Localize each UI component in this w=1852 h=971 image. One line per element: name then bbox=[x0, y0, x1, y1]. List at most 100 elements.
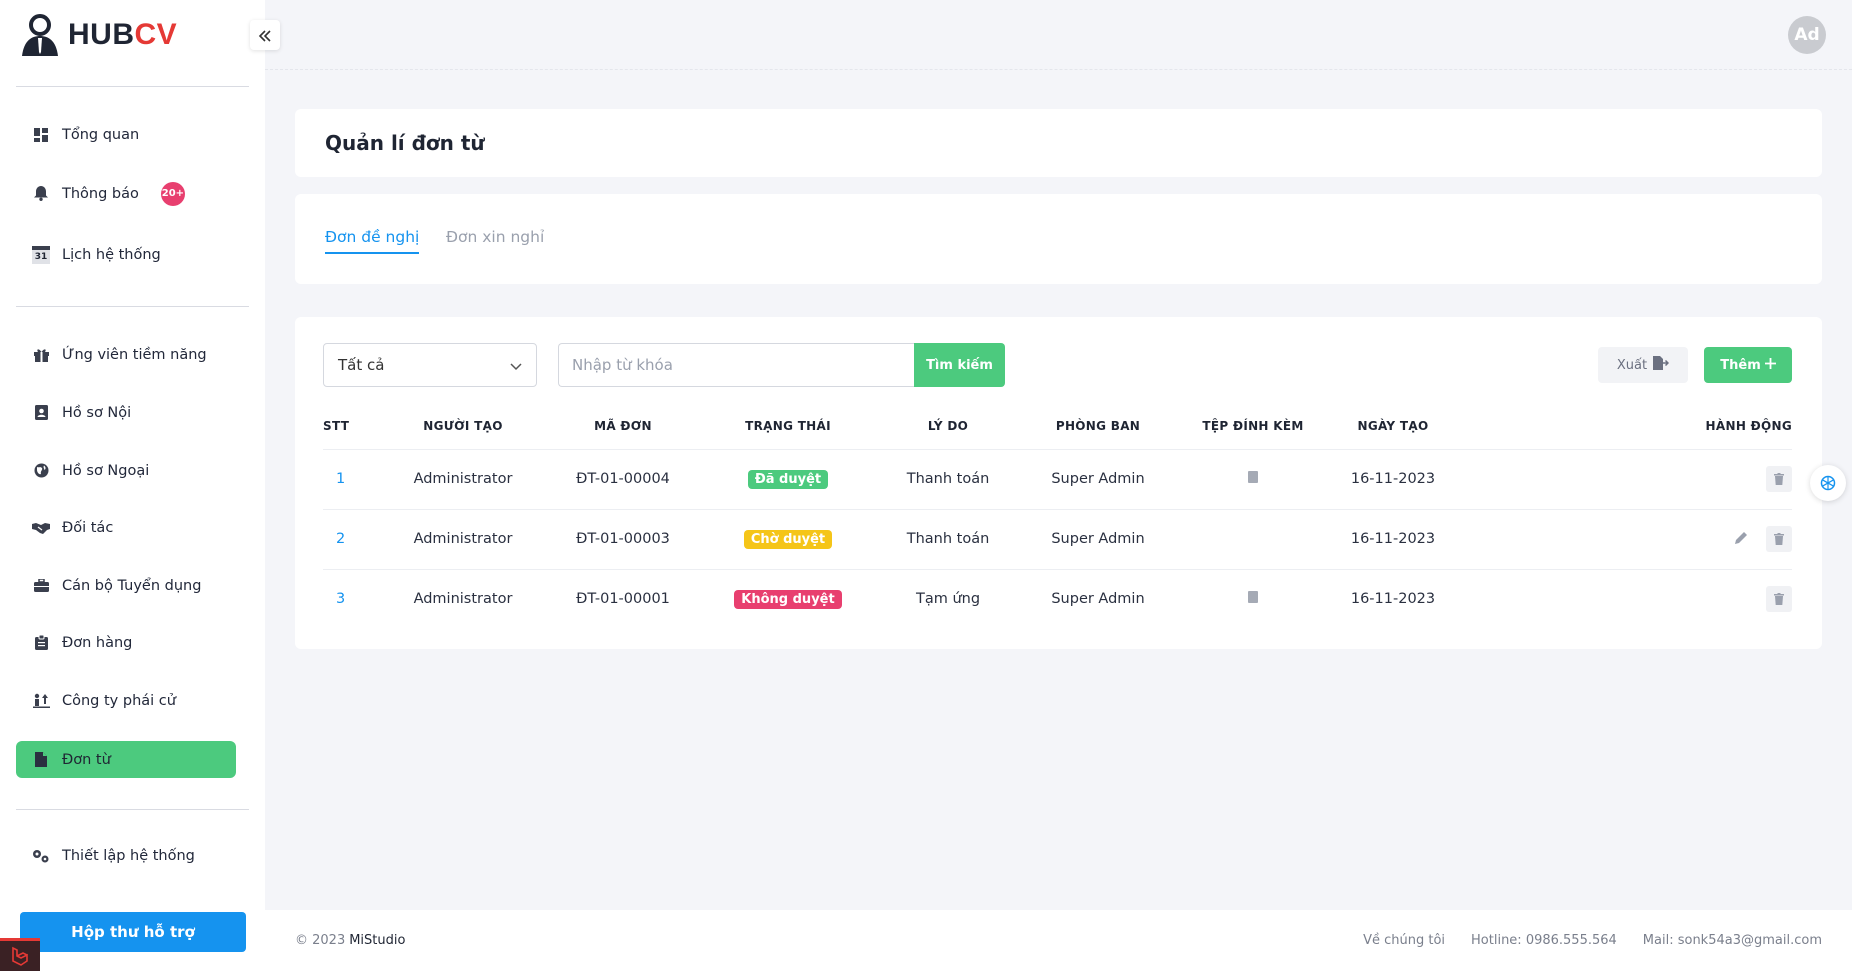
row-department: Super Admin bbox=[1023, 509, 1173, 570]
delete-button[interactable] bbox=[1766, 586, 1792, 613]
file-icon[interactable] bbox=[1248, 471, 1258, 483]
row-actions-cell bbox=[1453, 509, 1792, 570]
collapse-sidebar-button[interactable] bbox=[250, 20, 280, 50]
trash-icon bbox=[1774, 593, 1784, 606]
row-department: Super Admin bbox=[1023, 449, 1173, 510]
status-badge-approved: Đã duyệt bbox=[747, 469, 829, 489]
dashboard-icon bbox=[32, 126, 50, 144]
globe-icon bbox=[32, 462, 50, 480]
status-filter-value: Tất cả bbox=[338, 356, 385, 374]
search-input[interactable] bbox=[558, 343, 914, 387]
sidebar-item-settings[interactable]: Thiết lập hệ thống bbox=[16, 837, 236, 874]
edit-button[interactable] bbox=[1735, 531, 1748, 548]
sidebar-item-potential-candidates[interactable]: Ứng viên tiềm năng bbox=[16, 336, 236, 373]
row-status-cell: Không duyệt bbox=[703, 569, 873, 629]
sidebar-item-internal-profiles[interactable]: Hồ sơ Nội bbox=[16, 394, 236, 431]
support-inbox-button[interactable]: Hộp thư hỗ trợ bbox=[20, 912, 246, 952]
delete-button[interactable] bbox=[1766, 466, 1792, 492]
row-date: 16-11-2023 bbox=[1350, 591, 1436, 608]
table-row: 1 Administrator ĐT-01-00004 Đã duyệt Tha… bbox=[323, 449, 1792, 510]
sidebar: HUBCV Tổng quan Thông báo 20+ 31 Lịch hệ… bbox=[0, 0, 265, 971]
add-button-label: Thêm bbox=[1720, 357, 1761, 373]
avatar[interactable]: Ad bbox=[1788, 16, 1826, 54]
top-header: Ad bbox=[265, 0, 1852, 70]
copyright-text: © 2023 bbox=[295, 933, 346, 948]
status-badge-rejected: Không duyệt bbox=[734, 589, 842, 609]
column-header-department: PHÒNG BAN bbox=[1023, 403, 1173, 450]
sidebar-item-label: Hồ sơ Nội bbox=[62, 404, 132, 421]
about-link[interactable]: Về chúng tôi bbox=[1363, 933, 1446, 948]
row-creator: Administrator bbox=[383, 449, 543, 510]
row-creator: Administrator bbox=[383, 509, 543, 570]
sidebar-divider bbox=[16, 86, 249, 87]
sidebar-item-label: Thông báo bbox=[62, 185, 139, 202]
footer-links: Về chúng tôi Hotline: 0986.555.564 Mail:… bbox=[1363, 933, 1822, 948]
pencil-icon bbox=[1735, 531, 1747, 544]
plus-icon bbox=[1764, 357, 1776, 373]
sidebar-item-notifications[interactable]: Thông báo 20+ bbox=[16, 175, 236, 212]
add-button[interactable]: Thêm bbox=[1704, 347, 1792, 383]
export-button[interactable]: Xuất bbox=[1598, 347, 1688, 383]
double-chevron-left-icon bbox=[258, 23, 272, 48]
user-logo-icon bbox=[22, 14, 58, 56]
company-name: MiStudio bbox=[349, 933, 406, 948]
row-date: 16-11-2023 bbox=[1333, 509, 1453, 570]
sidebar-divider bbox=[16, 809, 249, 810]
column-header-status: TRẠNG THÁI bbox=[703, 403, 873, 450]
sidebar-divider bbox=[16, 306, 249, 307]
page-title-card: Quản lí đơn từ bbox=[295, 109, 1822, 177]
sidebar-item-dashboard[interactable]: Tổng quan bbox=[16, 116, 236, 153]
sidebar-item-label: Đơn hàng bbox=[62, 634, 133, 651]
row-stt-link[interactable]: 3 bbox=[336, 591, 346, 608]
logo-text: HUBCV bbox=[68, 18, 177, 52]
status-filter-select[interactable]: Tất cả bbox=[323, 343, 537, 387]
column-header-actions: HÀNH ĐỘNG bbox=[1453, 403, 1792, 450]
row-action-group bbox=[1735, 526, 1792, 552]
column-header-code: MÃ ĐƠN bbox=[543, 403, 703, 450]
table-header-row: STT NGƯỜI TẠO MÃ ĐƠN TRẠNG THÁI LÝ DO PH… bbox=[323, 403, 1792, 450]
footer-copyright: © 2023 MiStudio bbox=[295, 933, 405, 948]
delete-button[interactable] bbox=[1766, 526, 1792, 552]
people-arrow-icon bbox=[32, 692, 50, 710]
file-icon[interactable] bbox=[1248, 591, 1258, 604]
row-status-cell: Đã duyệt bbox=[703, 449, 873, 510]
tab-requests[interactable]: Đơn đề nghị bbox=[325, 228, 420, 254]
row-attachment-cell bbox=[1173, 449, 1333, 510]
row-actions-cell bbox=[1453, 449, 1792, 510]
trash-icon bbox=[1774, 473, 1784, 485]
row-stt-link[interactable]: 2 bbox=[323, 509, 383, 570]
sidebar-item-label: Ứng viên tiềm năng bbox=[62, 346, 207, 363]
row-attachment-cell bbox=[1173, 509, 1333, 570]
column-header-stt: STT bbox=[323, 403, 383, 450]
column-header-attachment: TỆP ĐÍNH KÈM bbox=[1173, 403, 1333, 450]
sidebar-item-external-profiles[interactable]: Hồ sơ Ngoại bbox=[16, 452, 236, 489]
logo[interactable]: HUBCV bbox=[18, 12, 177, 58]
sidebar-item-calendar[interactable]: 31 Lịch hệ thống bbox=[16, 236, 236, 273]
row-stt-link[interactable]: 1 bbox=[323, 449, 383, 510]
requests-table: STT NGƯỜI TẠO MÃ ĐƠN TRẠNG THÁI LÝ DO PH… bbox=[323, 403, 1792, 629]
calendar-icon: 31 bbox=[32, 245, 50, 264]
sidebar-item-label: Cán bộ Tuyển dụng bbox=[62, 577, 202, 594]
row-creator: Administrator bbox=[413, 591, 513, 608]
row-reason: Tạm ứng bbox=[915, 591, 981, 608]
assistant-float-button[interactable] bbox=[1810, 465, 1846, 501]
row-code: ĐT-01-00001 bbox=[576, 591, 670, 608]
laravel-icon[interactable] bbox=[0, 938, 40, 971]
mail-text: Mail: sonk54a3@gmail.com bbox=[1642, 933, 1822, 948]
requests-table-card: Tất cả Tìm kiếm Xuất Thêm STT NGƯỜI TẠO … bbox=[295, 317, 1822, 649]
row-actions-cell bbox=[1453, 569, 1792, 629]
sidebar-item-orders[interactable]: Đơn hàng bbox=[16, 624, 236, 661]
table-row: 3 Administrator ĐT-01-00001 Không duyệt … bbox=[323, 569, 1792, 629]
tab-leave-requests[interactable]: Đơn xin nghỉ bbox=[446, 228, 545, 246]
chevron-down-icon bbox=[510, 357, 522, 375]
calendar-icon-day: 31 bbox=[32, 245, 50, 264]
sidebar-item-label: Đối tác bbox=[62, 519, 114, 536]
column-header-creator: NGƯỜI TẠO bbox=[383, 403, 543, 450]
sidebar-item-recruiters[interactable]: Cán bộ Tuyển dụng bbox=[16, 567, 236, 604]
sidebar-item-requests[interactable]: Đơn từ bbox=[16, 741, 236, 778]
status-badge-pending: Chờ duyệt bbox=[743, 529, 833, 549]
sidebar-item-dispatch-companies[interactable]: Công ty phái cử bbox=[16, 682, 236, 719]
search-button[interactable]: Tìm kiếm bbox=[914, 343, 1005, 387]
gift-icon bbox=[32, 346, 50, 364]
sidebar-item-partners[interactable]: Đối tác bbox=[16, 509, 236, 546]
